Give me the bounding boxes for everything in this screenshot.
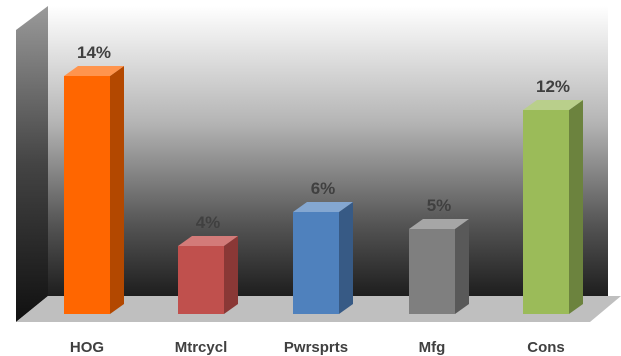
bar-top [293,202,353,212]
bar-side [569,100,583,314]
side-wall [16,6,48,322]
bar-top [64,66,124,76]
bar-pwrsprts [293,202,353,314]
bar-mfg [409,219,469,314]
bar-mtrcycl [178,236,238,314]
bar-front [178,246,224,314]
category-label: Mtrcycl [175,339,228,356]
data-label: 6% [311,179,336,198]
category-label: HOG [70,339,104,356]
category-label: Mfg [419,339,446,356]
bar-side [110,66,124,314]
bar-hog [64,66,124,314]
data-label: 5% [427,196,452,215]
bar-top [178,236,238,246]
bars-layer [64,66,583,314]
bar-side [339,202,353,314]
data-label: 12% [536,77,570,96]
bar-front [409,229,455,314]
labels-layer: 14% 4% 6% 5% 12% [77,43,570,232]
data-label: 4% [196,213,221,232]
bar-top [409,219,469,229]
category-label: Cons [527,339,565,356]
bar-front [64,76,110,314]
category-label: Pwrsprts [284,339,348,356]
bar-side [455,219,469,314]
bar-top [523,100,583,110]
bar-side [224,236,238,314]
data-label: 14% [77,43,111,62]
bar-cons [523,100,583,314]
bar-front [523,110,569,314]
bar-front [293,212,339,314]
category-labels: HOG Mtrcycl Pwrsprts Mfg Cons [70,339,565,356]
